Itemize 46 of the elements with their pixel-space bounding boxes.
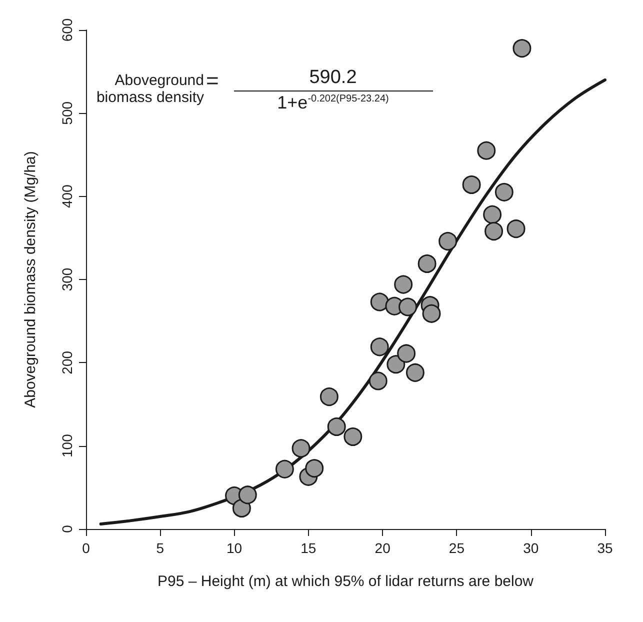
y-tick-label: 100 bbox=[59, 434, 75, 458]
x-tick-label: 15 bbox=[300, 540, 316, 556]
annotation: Aboveground biomass density bbox=[96, 72, 204, 106]
point bbox=[275, 460, 294, 478]
point bbox=[438, 232, 458, 250]
point bbox=[386, 355, 406, 374]
point bbox=[422, 304, 441, 323]
y-tick-label: 0 bbox=[59, 524, 75, 533]
x-tick-label: 10 bbox=[226, 540, 242, 556]
point bbox=[327, 417, 346, 436]
y-tick-label: 400 bbox=[59, 184, 75, 208]
y-axis-title: Aboveground biomass density (Mg/ha) bbox=[22, 151, 39, 408]
point bbox=[506, 220, 526, 238]
point bbox=[398, 298, 418, 316]
x-axis-title: P95 – Height (m) at which 95% of lidar returns are below bbox=[157, 573, 534, 590]
point bbox=[232, 498, 251, 518]
annotation: = bbox=[206, 68, 219, 93]
point bbox=[462, 175, 481, 194]
point bbox=[292, 439, 310, 458]
x-tick-label: 5 bbox=[156, 540, 164, 556]
point bbox=[370, 292, 389, 312]
y-tick-label: 500 bbox=[59, 101, 75, 125]
point bbox=[320, 388, 338, 406]
annotation: 590.2 bbox=[309, 67, 357, 88]
point bbox=[370, 338, 389, 356]
point bbox=[406, 363, 424, 382]
point bbox=[344, 427, 362, 446]
point bbox=[305, 459, 324, 478]
point bbox=[477, 141, 496, 160]
point bbox=[368, 372, 388, 390]
point bbox=[394, 275, 413, 294]
x-tick-label: 20 bbox=[374, 540, 391, 556]
point bbox=[238, 486, 257, 504]
point bbox=[494, 182, 514, 202]
x-tick-label: 30 bbox=[523, 540, 539, 556]
point bbox=[418, 254, 436, 273]
y-tick-label: 200 bbox=[59, 350, 75, 374]
point bbox=[397, 344, 416, 363]
y-tick-label: 300 bbox=[59, 268, 75, 292]
point bbox=[483, 205, 502, 224]
y-tick-label: 600 bbox=[59, 18, 75, 42]
x-tick-label: 0 bbox=[82, 540, 90, 556]
point bbox=[484, 222, 504, 241]
point bbox=[512, 39, 532, 58]
x-tick-label: 35 bbox=[597, 540, 613, 556]
x-tick-label: 25 bbox=[448, 540, 465, 556]
